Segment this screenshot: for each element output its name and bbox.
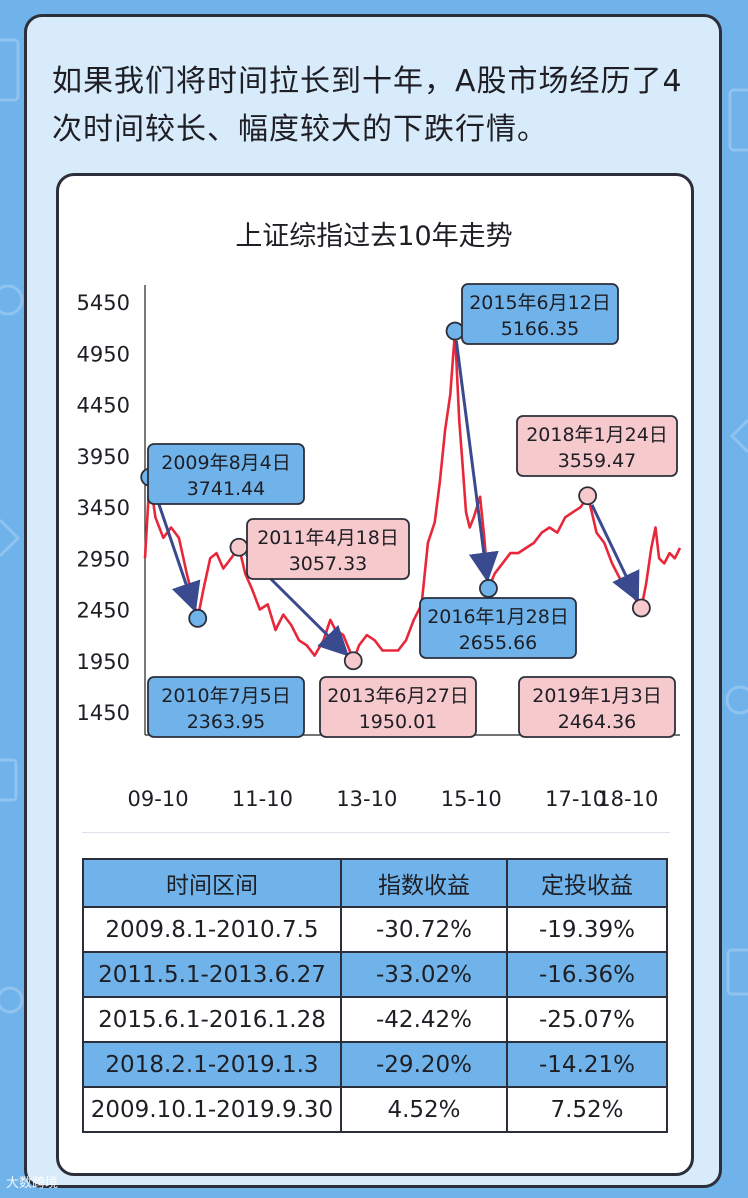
cell-period: 2018.2.1-2019.1.3	[82, 1041, 342, 1088]
annotation-box: 2016年1月28日 2655.66	[419, 597, 577, 659]
annotation-value: 3741.44	[187, 478, 266, 500]
cell-index-return: -30.72%	[340, 906, 508, 953]
table-row: 2009.10.1-2019.9.30 4.52% 7.52%	[82, 1086, 668, 1133]
decline-arrow	[590, 504, 640, 603]
key-point-marker	[445, 321, 465, 341]
cell-index-return: -33.02%	[340, 951, 508, 998]
y-tick-label: 2450	[77, 599, 130, 623]
header-period: 时间区间	[82, 858, 342, 908]
key-point-marker	[578, 486, 598, 506]
y-tick-label: 5450	[77, 291, 130, 315]
cell-sip-return: -16.36%	[506, 951, 668, 998]
annotation-date: 2009年8月4日	[161, 452, 291, 474]
y-tick-label: 4950	[77, 342, 130, 366]
annotation-value: 5166.35	[501, 318, 580, 340]
annotation-value: 2363.95	[187, 711, 266, 733]
label-layer: 2009年8月4日 3741.44 2010年7月5日 2363.95 2011年4月1…	[147, 283, 678, 738]
key-point-marker	[188, 608, 208, 628]
line-chart: 5450 4950 4450 3950 3450 2950 2450 1950 1450 09-…	[77, 283, 682, 811]
annotation-date: 2018年1月24日	[526, 424, 668, 446]
annotation-box: 2009年8月4日 3741.44	[147, 443, 305, 505]
annotation-box: 2010年7月5日 2363.95	[147, 676, 305, 738]
cell-sip-return: 7.52%	[506, 1086, 668, 1133]
annotation-value: 1950.01	[359, 711, 438, 733]
x-tick-label: 18-10	[597, 787, 658, 811]
returns-table: 时间区间 指数收益 定投收益 2009.8.1-2010.7.5 -30.72%…	[82, 858, 668, 1133]
cell-period: 2015.6.1-2016.1.28	[82, 996, 342, 1043]
annotation-date: 2013年6月27日	[327, 685, 469, 707]
key-point-marker	[479, 579, 498, 598]
table-row: 2018.2.1-2019.1.3 -29.20% -14.21%	[82, 1041, 668, 1088]
watermark-logo: 大数跨境	[6, 1176, 59, 1191]
annotation-box: 2019年1月3日 2464.36	[518, 676, 676, 738]
divider	[82, 832, 670, 833]
annotation-date: 2011年4月18日	[257, 527, 399, 549]
annotation-box: 2015年6月12日 5166.35	[461, 283, 619, 345]
table-row: 2009.8.1-2010.7.5 -30.72% -19.39%	[82, 906, 668, 953]
cell-index-return: 4.52%	[340, 1086, 508, 1133]
annotation-value: 2655.66	[459, 632, 538, 654]
cell-sip-return: -25.07%	[506, 996, 668, 1043]
annotation-date: 2016年1月28日	[427, 606, 569, 628]
cell-sip-return: -14.21%	[506, 1041, 668, 1088]
cell-index-return: -42.42%	[340, 996, 508, 1043]
table-row: 2011.5.1-2013.6.27 -33.02% -16.36%	[82, 951, 668, 998]
x-tick-label: 13-10	[336, 787, 397, 811]
y-tick-label: 4450	[77, 394, 130, 418]
annotation-date: 2015年6月12日	[469, 292, 611, 314]
cell-index-return: -29.20%	[340, 1041, 508, 1088]
annotation-date: 2019年1月3日	[532, 685, 662, 707]
decline-arrow	[151, 486, 201, 613]
annotation-date: 2010年7月5日	[161, 685, 291, 707]
cell-period: 2011.5.1-2013.6.27	[82, 951, 342, 998]
annotation-box: 2011年4月18日 3057.33	[246, 518, 410, 580]
x-tick-label: 11-10	[232, 787, 293, 811]
decline-arrow	[454, 340, 499, 583]
x-tick-label: 09-10	[128, 787, 189, 811]
cell-period: 2009.10.1-2019.9.30	[82, 1086, 342, 1133]
y-tick-labels: 5450 4950 4450 3950 3450 2950 2450 1950 1450	[77, 291, 130, 725]
table-header-row: 时间区间 指数收益 定投收益	[82, 858, 668, 908]
y-tick-label: 3450	[77, 496, 130, 520]
y-tick-label: 1950	[77, 650, 130, 674]
headline: 如果我们将时间拉长到十年，A股市场经历了4次时间较长、幅度较大的下跌行情。	[52, 64, 683, 147]
table-row: 2015.6.1-2016.1.28 -42.42% -25.07%	[82, 996, 668, 1043]
header-index-return: 指数收益	[340, 858, 508, 908]
cell-sip-return: -19.39%	[506, 906, 668, 953]
y-tick-label: 1450	[77, 701, 130, 725]
annotation-value: 2464.36	[558, 711, 637, 733]
y-tick-label: 2950	[77, 547, 130, 571]
annotation-box: 2013年6月27日 1950.01	[319, 676, 477, 738]
chart-title: 上证综指过去10年走势	[235, 221, 513, 252]
annotation-value: 3559.47	[558, 450, 637, 472]
cell-period: 2009.8.1-2010.7.5	[82, 906, 342, 953]
y-tick-label: 3950	[77, 445, 130, 469]
key-point-marker	[631, 598, 651, 618]
x-tick-label: 15-10	[441, 787, 502, 811]
header-sip-return: 定投收益	[506, 858, 668, 908]
key-point-marker	[229, 537, 249, 557]
annotation-value: 3057.33	[289, 553, 368, 575]
annotation-box: 2018年1月24日 3559.47	[516, 415, 678, 477]
key-point-marker	[343, 651, 363, 671]
x-tick-label: 17-10	[545, 787, 606, 811]
